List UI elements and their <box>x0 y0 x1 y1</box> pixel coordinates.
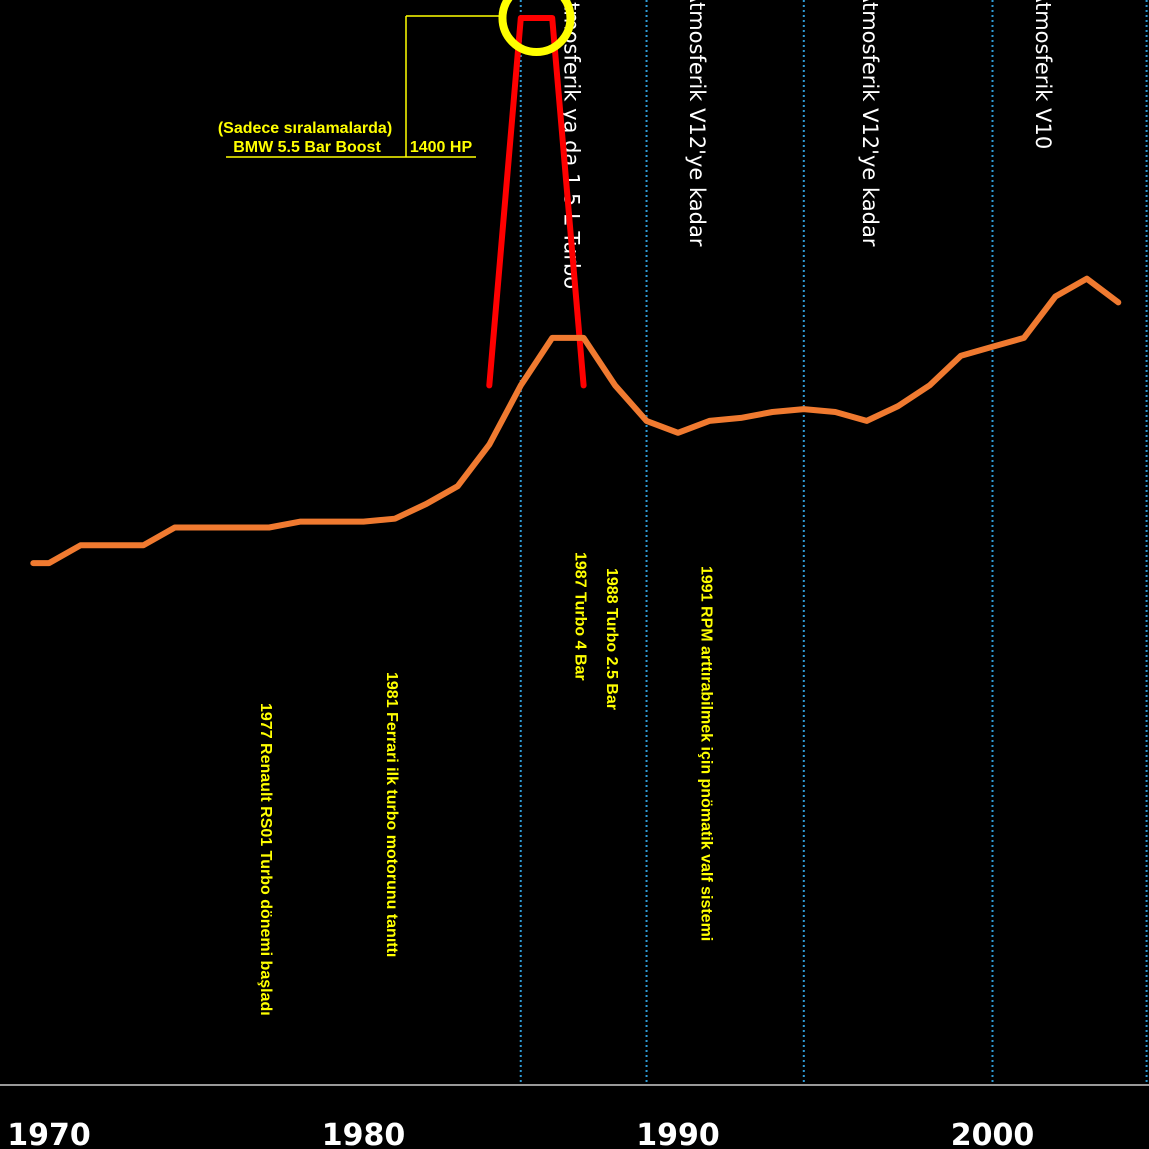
era-divider-lines <box>519 0 1148 1083</box>
main-power-series-line <box>30 275 1122 567</box>
event-annotation: 1991 RPM arttırabilmek için pnömatik val… <box>697 566 714 941</box>
event-annotation: 1981 Ferrari ilk turbo motorunu tanıttı <box>383 672 400 957</box>
callout: (Sadece sıralamalarda) BMW 5.5 Bar Boost… <box>218 0 575 158</box>
event-annotation: 1988 Turbo 2.5 Bar <box>603 568 620 710</box>
x-tick-labels: 1970 1980 1990 2000 <box>7 1118 1034 1149</box>
event-annotation: 1977 Renault RS01 Turbo dönemi başladı <box>257 703 274 1016</box>
callout-line1: (Sadece sıralamalarda) <box>218 120 392 137</box>
x-tick-label: 1980 <box>322 1118 406 1149</box>
era-label: Atmosferik V12'ye kadar <box>858 0 882 247</box>
series-lines <box>30 15 1122 567</box>
event-annotations: 1977 Renault RS01 Turbo dönemi başladı 19… <box>257 552 714 1016</box>
qualifying-power-series-line <box>486 15 587 389</box>
peak-highlight-circle <box>498 0 575 56</box>
callout-line2: BMW 5.5 Bar Boost <box>233 139 381 156</box>
callout-value-label: 1400 HP <box>410 139 473 156</box>
era-label: Atmosferik V12'ye kadar <box>685 0 709 247</box>
event-annotation: 1987 Turbo 4 Bar <box>572 552 589 681</box>
era-label: Atmosferik V10 <box>1031 0 1055 149</box>
x-tick-label: 1990 <box>636 1118 720 1149</box>
era-labels: Atmosferik ya da 1.5 L Turbo Atmosferik V… <box>559 0 1055 289</box>
x-tick-label: 2000 <box>951 1118 1035 1149</box>
x-tick-label: 1970 <box>7 1118 91 1149</box>
